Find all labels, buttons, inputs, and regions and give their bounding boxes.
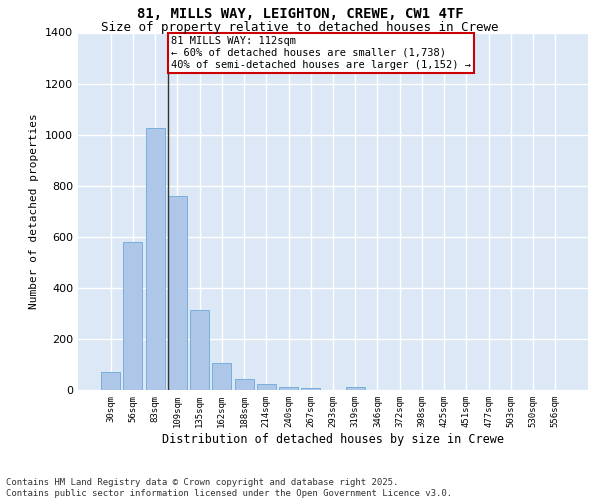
Bar — [235, 380, 254, 390]
Bar — [346, 387, 365, 390]
Bar — [257, 384, 276, 390]
Text: Size of property relative to detached houses in Crewe: Size of property relative to detached ho… — [101, 21, 499, 34]
Bar — [301, 388, 320, 390]
Bar — [146, 128, 164, 390]
Bar — [124, 242, 142, 390]
Bar — [101, 372, 120, 390]
Text: 81, MILLS WAY, LEIGHTON, CREWE, CW1 4TF: 81, MILLS WAY, LEIGHTON, CREWE, CW1 4TF — [137, 8, 463, 22]
Text: 81 MILLS WAY: 112sqm
← 60% of detached houses are smaller (1,738)
40% of semi-de: 81 MILLS WAY: 112sqm ← 60% of detached h… — [170, 36, 470, 70]
Bar — [168, 196, 187, 390]
X-axis label: Distribution of detached houses by size in Crewe: Distribution of detached houses by size … — [162, 432, 504, 446]
Y-axis label: Number of detached properties: Number of detached properties — [29, 114, 40, 309]
Bar — [190, 310, 209, 390]
Text: Contains HM Land Registry data © Crown copyright and database right 2025.
Contai: Contains HM Land Registry data © Crown c… — [6, 478, 452, 498]
Bar — [279, 387, 298, 390]
Bar — [212, 363, 231, 390]
